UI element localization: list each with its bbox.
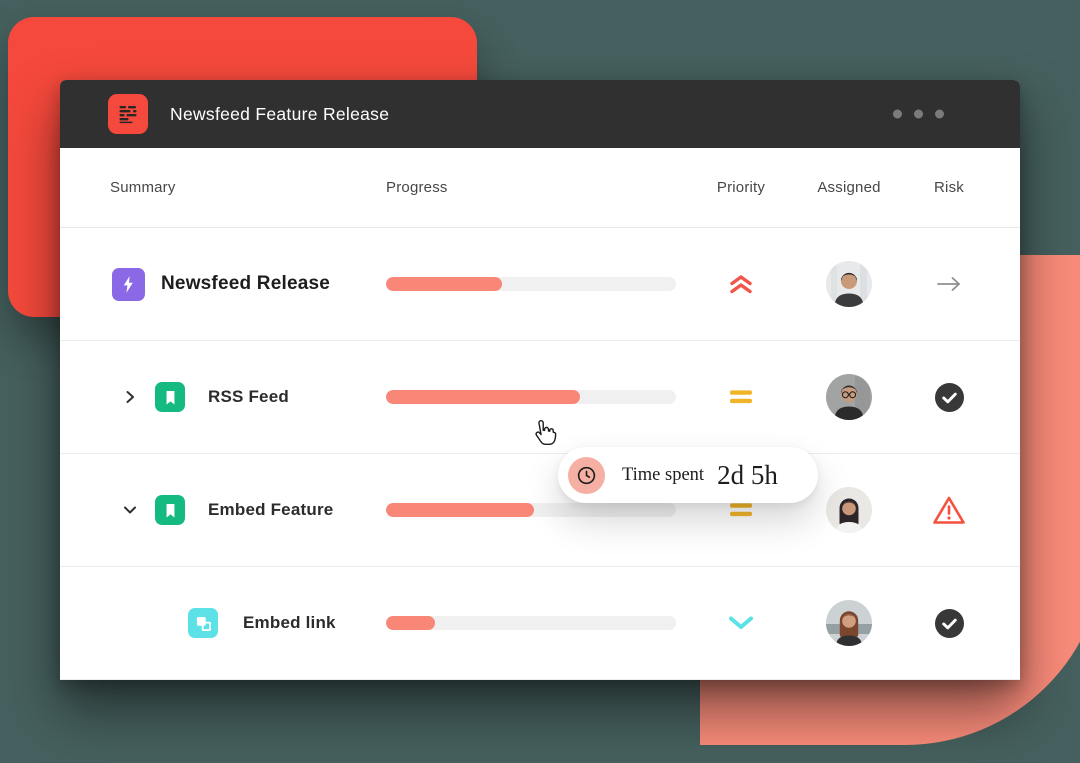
check-circle-icon[interactable] bbox=[934, 608, 965, 639]
arrow-right-icon[interactable] bbox=[935, 275, 963, 293]
table-header: Summary Progress Priority Assigned Risk bbox=[60, 148, 1020, 228]
avatar-man-glasses[interactable] bbox=[826, 374, 872, 420]
risk-cell bbox=[934, 608, 965, 639]
tooltip-label: Time spent bbox=[622, 464, 705, 485]
column-header-assigned[interactable]: Assigned bbox=[817, 179, 881, 196]
window-titlebar: Newsfeed Feature Release bbox=[60, 80, 1020, 148]
progress-bar-fill bbox=[386, 616, 436, 630]
priority-medium-equals-icon[interactable] bbox=[729, 389, 753, 405]
column-header-risk[interactable]: Risk bbox=[934, 179, 964, 196]
avatar-woman-auburn-hair[interactable] bbox=[826, 600, 872, 646]
clock-icon bbox=[568, 456, 605, 494]
progress-bar-fill bbox=[386, 503, 534, 517]
window-title: Newsfeed Feature Release bbox=[170, 103, 390, 124]
menu-dot-icon bbox=[935, 109, 944, 119]
chevron-right-icon[interactable] bbox=[121, 389, 138, 406]
priority-cell bbox=[729, 389, 753, 405]
time-spent-tooltip: Time spent 2d 5h bbox=[558, 447, 818, 503]
risk-cell bbox=[935, 275, 963, 293]
progress-cell bbox=[386, 503, 696, 517]
row-title: Newsfeed Release bbox=[161, 273, 331, 294]
column-header-priority[interactable]: Priority bbox=[716, 179, 766, 196]
progress-bar-fill bbox=[386, 390, 581, 404]
progress-cell bbox=[386, 616, 696, 630]
table-row-embed-feature[interactable]: Embed Feature bbox=[60, 454, 1020, 567]
column-header-progress[interactable]: Progress bbox=[386, 179, 448, 196]
progress-bar[interactable] bbox=[386, 503, 676, 517]
row-title: Embed link bbox=[243, 613, 336, 632]
menu-dot-icon bbox=[914, 109, 923, 119]
assigned-cell bbox=[826, 261, 872, 307]
risk-cell bbox=[932, 494, 966, 526]
progress-cell bbox=[386, 277, 696, 291]
window-menu-dots[interactable] bbox=[893, 109, 944, 119]
menu-dot-icon bbox=[893, 109, 902, 119]
summary-cell: Embed link bbox=[110, 608, 386, 638]
progress-cell bbox=[386, 390, 696, 404]
column-header-summary[interactable]: Summary bbox=[110, 179, 176, 196]
avatar-man-dark-hair[interactable] bbox=[826, 261, 872, 307]
progress-bar[interactable] bbox=[386, 390, 676, 404]
priority-highest-double-chevron-up-icon[interactable] bbox=[728, 273, 754, 295]
progress-bar bbox=[386, 277, 676, 291]
summary-cell: RSS Feed bbox=[110, 382, 386, 412]
avatar-woman-dark-hair[interactable] bbox=[826, 487, 872, 533]
summary-cell: Embed Feature bbox=[110, 495, 386, 525]
assigned-cell bbox=[826, 374, 872, 420]
priority-cell bbox=[728, 273, 754, 295]
newsfeed-logo-icon bbox=[108, 94, 148, 134]
priority-cell bbox=[729, 502, 753, 518]
assigned-cell bbox=[826, 600, 872, 646]
tooltip-value: 2d 5h bbox=[717, 459, 778, 490]
app-window: Newsfeed Feature Release Summary Progres… bbox=[60, 80, 1020, 680]
table-row-embed-link[interactable]: Embed link bbox=[60, 567, 1020, 680]
row-title: Embed Feature bbox=[208, 500, 334, 519]
copy-icon bbox=[188, 608, 218, 638]
assigned-cell bbox=[826, 487, 872, 533]
chevron-down-icon[interactable] bbox=[121, 502, 138, 519]
lightning-icon bbox=[112, 267, 145, 301]
priority-low-chevron-down-icon[interactable] bbox=[727, 614, 755, 632]
check-circle-icon[interactable] bbox=[934, 382, 965, 413]
bookmark-icon bbox=[155, 495, 185, 525]
warning-triangle-icon[interactable] bbox=[932, 494, 966, 526]
risk-cell bbox=[934, 382, 965, 413]
progress-bar-fill bbox=[386, 277, 502, 291]
progress-bar[interactable] bbox=[386, 616, 676, 630]
hand-pointer-icon bbox=[535, 419, 557, 445]
bookmark-icon bbox=[155, 382, 185, 412]
summary-cell: Newsfeed Release bbox=[110, 267, 386, 301]
table-row-newsfeed-release[interactable]: Newsfeed Release bbox=[60, 228, 1020, 341]
priority-medium-equals-icon[interactable] bbox=[729, 502, 753, 518]
row-title: RSS Feed bbox=[208, 387, 289, 406]
priority-cell bbox=[727, 614, 755, 632]
